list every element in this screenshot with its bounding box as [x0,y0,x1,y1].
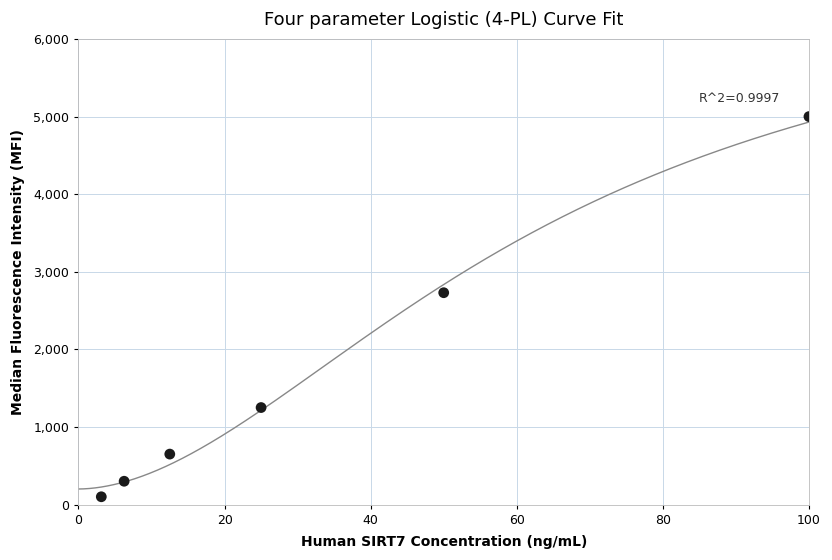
Point [117,477,131,486]
Text: R^2=0.9997: R^2=0.9997 [698,92,780,105]
Point [95,492,108,501]
Point [802,112,815,121]
Point [437,288,450,297]
Point [163,450,176,459]
Title: Four parameter Logistic (4-PL) Curve Fit: Four parameter Logistic (4-PL) Curve Fit [264,11,623,29]
Point [255,403,268,412]
Y-axis label: Median Fluorescence Intensity (MFI): Median Fluorescence Intensity (MFI) [11,129,25,415]
X-axis label: Human SIRT7 Concentration (ng/mL): Human SIRT7 Concentration (ng/mL) [300,535,587,549]
